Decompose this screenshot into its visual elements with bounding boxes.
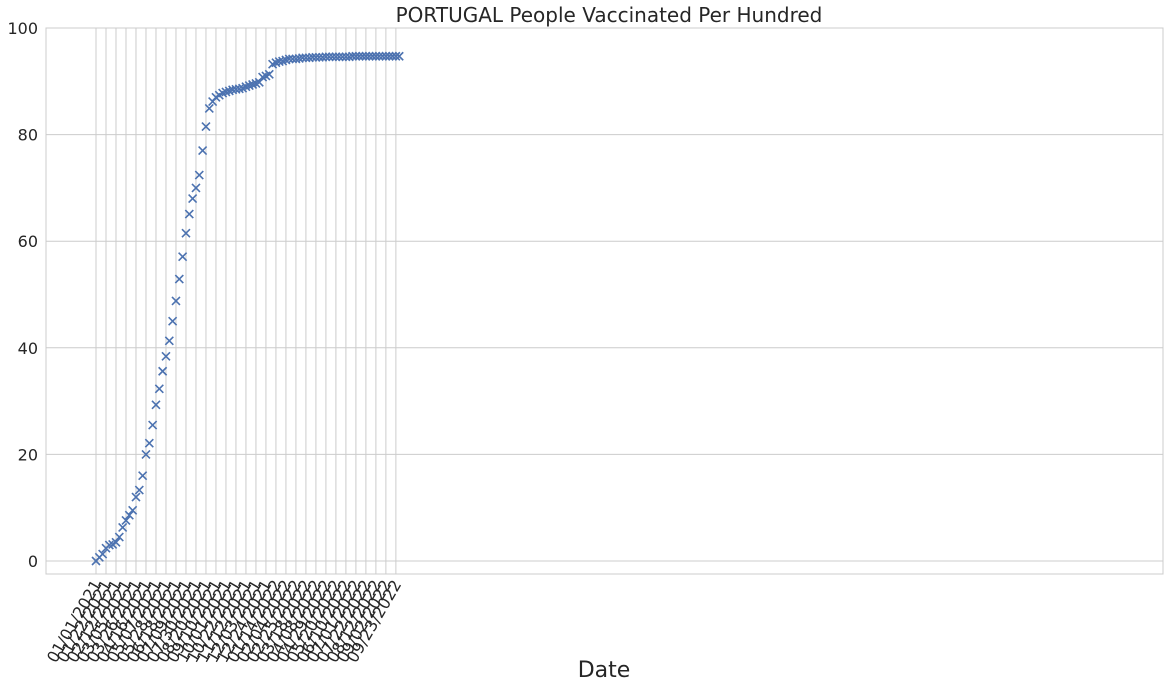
data-point: [111, 537, 121, 547]
data-point: [158, 366, 168, 376]
x-axis-label: Date: [578, 658, 631, 683]
data-point: [384, 51, 394, 61]
data-point: [234, 84, 244, 94]
data-point: [174, 274, 184, 284]
data-point: [377, 51, 388, 61]
data-point: [264, 69, 274, 79]
data-point: [148, 420, 158, 430]
data-point: [204, 103, 214, 114]
data-points: [91, 51, 404, 566]
chart-title: PORTUGAL People Vaccinated Per Hundred: [396, 3, 823, 27]
data-point: [284, 54, 294, 64]
data-point: [131, 492, 141, 502]
data-point: [308, 52, 318, 62]
data-point: [357, 51, 368, 61]
plot-area: [45, 27, 1164, 575]
data-point: [124, 510, 134, 520]
y-tick-label: 0: [28, 552, 38, 571]
data-point: [168, 316, 178, 326]
data-point: [188, 193, 198, 204]
y-tick-label: 80: [18, 126, 38, 145]
y-axis: 0 20 40 60 80 100: [7, 19, 38, 571]
y-tick-label: 20: [18, 445, 38, 464]
data-point: [191, 183, 201, 193]
data-point: [154, 384, 164, 394]
data-point: [198, 146, 208, 156]
data-point: [171, 296, 181, 306]
data-point: [144, 438, 154, 448]
data-point: [114, 532, 124, 542]
y-tick-label: 40: [18, 339, 38, 358]
data-point: [328, 52, 338, 62]
data-point: [121, 515, 131, 526]
data-point: [161, 351, 171, 361]
data-point: [128, 505, 138, 515]
data-point: [298, 53, 308, 63]
data-point: [361, 51, 371, 61]
data-point: [394, 51, 404, 61]
data-point: [374, 51, 384, 61]
data-point: [274, 57, 284, 67]
data-point: [338, 52, 348, 62]
data-point: [184, 209, 194, 219]
data-point: [371, 51, 381, 61]
x-axis: 01/01/202101/22/202102/12/202103/05/2021…: [43, 577, 405, 666]
data-point: [98, 549, 108, 559]
data-point: [118, 522, 128, 532]
data-point: [381, 51, 391, 61]
data-point: [391, 51, 401, 61]
y-tick-label: 60: [18, 232, 38, 251]
data-point: [181, 228, 191, 238]
data-point: [321, 52, 331, 62]
y-tick-label: 100: [7, 19, 38, 38]
data-point: [134, 485, 144, 495]
data-point: [331, 52, 341, 62]
data-point: [324, 52, 334, 62]
data-point: [138, 471, 148, 481]
data-point: [367, 51, 378, 61]
data-point: [201, 122, 211, 132]
data-point: [364, 51, 374, 61]
data-point: [151, 400, 161, 410]
data-point: [354, 51, 364, 61]
data-point: [311, 52, 321, 62]
data-point: [141, 449, 151, 459]
data-point: [334, 52, 344, 62]
data-point: [104, 540, 114, 550]
data-point: [347, 51, 358, 61]
data-point: [194, 170, 204, 180]
data-point: [178, 252, 188, 262]
data-point: [351, 51, 361, 61]
data-point: [387, 51, 398, 61]
grid-lines: [46, 27, 1163, 574]
data-point: [164, 336, 174, 346]
